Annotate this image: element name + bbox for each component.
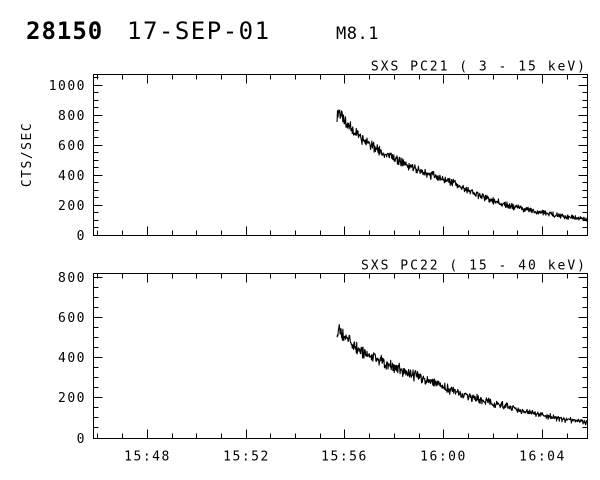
lightcurve-series [336,324,588,426]
observation-date: 17-SEP-01 [127,17,271,45]
y-tick-label: 200 [58,199,86,214]
panel-pc21: 0 200 400 600 800 1000 SXS PC21 ( 3 - 15 keV) C… [20,60,588,244]
x-tick-label: 16:04 [519,450,566,465]
flare-class: M8.1 [336,24,379,44]
y-tick-label: 400 [58,169,86,184]
y-axis-title: CTS/SEC [20,122,35,187]
plot-frame [93,74,588,236]
panel-title: SXS PC22 ( 15 - 40 keV) [361,259,587,274]
y-tick-label: 600 [58,311,86,326]
y-tick-label: 200 [58,391,86,406]
x-tick-label: 16:00 [420,450,467,465]
x-tick-label: 15:48 [124,450,171,465]
y-tick-label: 0 [77,432,86,447]
sequence-number: 28150 [26,17,104,45]
y-tick-label: 600 [58,139,86,154]
y-tick-label: 0 [77,229,86,244]
y-tick-label: 800 [58,109,86,124]
y-tick-label: 800 [58,271,86,286]
panel-pc22: 0 200 400 600 800 15:48 15:52 15:56 16:00 16:04 SX… [58,259,588,465]
panel-title: SXS PC21 ( 3 - 15 keV) [371,60,587,75]
lightcurve-series [336,109,588,222]
y-tick-label: 1000 [49,79,86,94]
y-tick-label: 400 [58,351,86,366]
x-tick-label: 15:56 [321,450,368,465]
plot-frame [93,273,588,439]
x-tick-label: 15:52 [223,450,270,465]
